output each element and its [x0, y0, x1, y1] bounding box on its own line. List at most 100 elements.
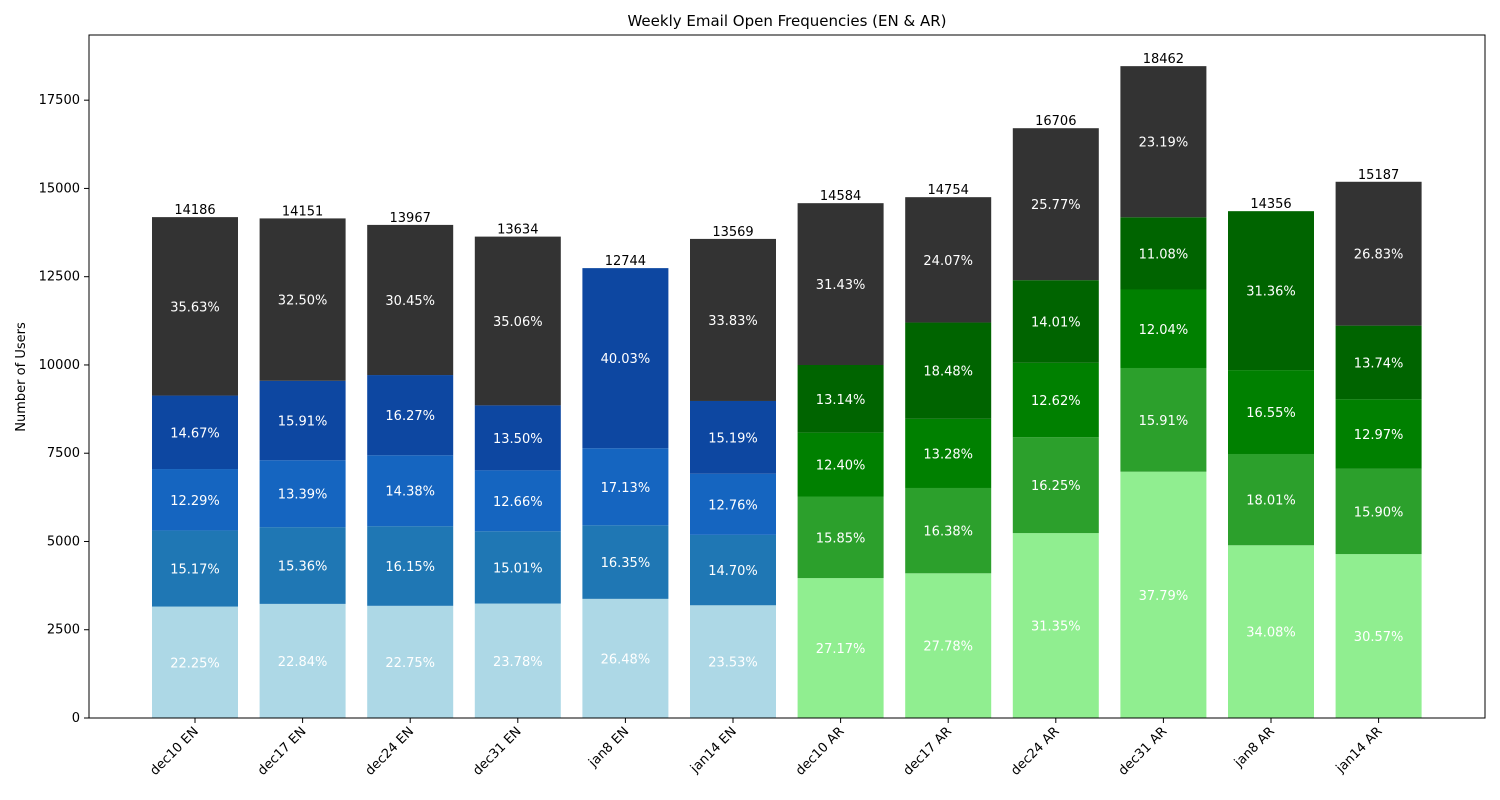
- segment-percent-label: 31.36%: [1246, 285, 1296, 300]
- bar-segment: [690, 400, 776, 474]
- bar-segment: [152, 217, 238, 396]
- segment-percent-label: 16.15%: [385, 560, 435, 575]
- bar-segment: [1120, 217, 1207, 290]
- bar-segment: [259, 380, 346, 461]
- segment-percent-label: 22.25%: [170, 656, 220, 671]
- x-tick-label: dec31 AR: [1116, 724, 1170, 778]
- segment-percent-label: 16.25%: [1031, 479, 1081, 494]
- segment-percent-label: 15.91%: [1139, 414, 1189, 429]
- bar-segment: [367, 605, 454, 718]
- segment-percent-label: 13.14%: [816, 393, 866, 408]
- segment-percent-label: 27.17%: [816, 642, 866, 657]
- bar-segment: [1120, 471, 1207, 718]
- bar-total-label: 14356: [1250, 197, 1291, 212]
- bar-segment: [474, 470, 561, 532]
- y-tick-label: 15000: [39, 181, 80, 196]
- bar-segment: [905, 487, 992, 574]
- bar-segment: [1335, 181, 1422, 326]
- x-tick-label: jan8 AR: [1231, 724, 1278, 771]
- bar-total-label: 13967: [390, 211, 431, 226]
- bar-segment: [1228, 453, 1314, 546]
- bar-segment: [690, 238, 776, 401]
- bar-total-label: 13634: [497, 223, 538, 238]
- segment-percent-label: 34.08%: [1246, 626, 1296, 641]
- bar-segment: [1335, 554, 1422, 718]
- y-axis-label: Number of Users: [14, 322, 29, 432]
- bar-segment: [1228, 211, 1314, 371]
- bar-segment: [474, 405, 561, 471]
- x-tick-label: dec17 AR: [901, 724, 955, 778]
- bar-segment: [582, 448, 669, 526]
- x-tick-label: jan8 EN: [585, 724, 632, 771]
- bar-segment: [690, 605, 776, 718]
- segment-percent-label: 14.70%: [708, 564, 758, 579]
- segment-percent-label: 16.27%: [385, 409, 435, 424]
- segment-percent-label: 18.48%: [923, 365, 973, 380]
- segment-percent-label: 17.13%: [601, 481, 651, 496]
- bar-segment: [1012, 533, 1099, 718]
- x-tick-label: jan14 EN: [687, 724, 740, 777]
- segment-percent-label: 13.28%: [923, 447, 973, 462]
- bar-segment: [797, 364, 884, 433]
- bar-segment: [905, 418, 992, 488]
- segment-percent-label: 16.35%: [601, 556, 651, 571]
- bar-segment: [474, 531, 561, 604]
- bar-segment: [152, 530, 238, 607]
- bar-segment: [152, 395, 238, 470]
- bar-segment: [582, 598, 669, 718]
- segment-percent-label: 15.36%: [278, 560, 328, 575]
- bar-total-label: 15187: [1358, 168, 1399, 183]
- bar-total-label: 14151: [282, 204, 323, 219]
- bar-segment: [1012, 280, 1099, 363]
- x-tick-label: dec10 AR: [793, 724, 847, 778]
- bar-segment: [152, 606, 238, 718]
- bar-segment: [1228, 545, 1314, 718]
- y-tick-label: 7500: [47, 446, 80, 461]
- bar-segment: [582, 525, 669, 599]
- segment-percent-label: 12.97%: [1354, 428, 1404, 443]
- segment-percent-label: 12.66%: [493, 495, 543, 510]
- y-tick-label: 12500: [39, 270, 80, 285]
- bar-segment: [905, 322, 992, 419]
- chart-title: Weekly Email Open Frequencies (EN & AR): [627, 12, 946, 30]
- segment-percent-label: 12.04%: [1139, 323, 1189, 338]
- segment-percent-label: 14.01%: [1031, 316, 1081, 331]
- segment-percent-label: 30.45%: [385, 294, 435, 309]
- segment-percent-label: 23.19%: [1139, 136, 1189, 151]
- bar-segment: [259, 527, 346, 604]
- bars-group: 22.25% 15.17% 12.29% 14.67% 35.63% 14186 22.84…: [152, 52, 1422, 718]
- segment-percent-label: 12.40%: [816, 459, 866, 474]
- segment-percent-label: 15.19%: [708, 431, 758, 446]
- bar-segment: [1120, 289, 1207, 368]
- bar-total-label: 14584: [820, 189, 861, 204]
- bar-segment: [582, 268, 669, 449]
- segment-percent-label: 33.83%: [708, 314, 758, 329]
- x-tick-label: jan14 AR: [1333, 724, 1386, 777]
- y-tick-label: 17500: [39, 93, 80, 108]
- y-tick-label: 2500: [47, 623, 80, 638]
- segment-percent-label: 23.53%: [708, 656, 758, 671]
- segment-percent-label: 35.06%: [493, 315, 543, 330]
- plot-frame: [88, 34, 1486, 719]
- segment-percent-label: 15.01%: [493, 561, 543, 576]
- segment-percent-label: 15.90%: [1354, 505, 1404, 520]
- y-tick-label: 0: [72, 711, 80, 726]
- segment-percent-label: 40.03%: [601, 352, 651, 367]
- bar-segment: [905, 573, 992, 718]
- x-tick-label: dec31 EN: [470, 724, 524, 778]
- segment-percent-label: 27.78%: [923, 640, 973, 655]
- x-tick-label: dec24 AR: [1008, 724, 1062, 778]
- segment-percent-label: 32.50%: [278, 294, 328, 309]
- bar-segment: [474, 603, 561, 718]
- bar-segment: [797, 578, 884, 718]
- y-tick-label: 10000: [39, 358, 80, 373]
- segment-percent-label: 26.48%: [601, 652, 651, 667]
- segment-percent-label: 15.91%: [278, 415, 328, 430]
- bar-segment: [259, 460, 346, 528]
- segment-percent-label: 37.79%: [1139, 589, 1189, 604]
- segment-percent-label: 23.78%: [493, 655, 543, 670]
- bar-segment: [1228, 370, 1314, 454]
- bar-total-label: 12744: [605, 254, 646, 269]
- bar-segment: [797, 432, 884, 497]
- segment-percent-label: 13.39%: [278, 488, 328, 503]
